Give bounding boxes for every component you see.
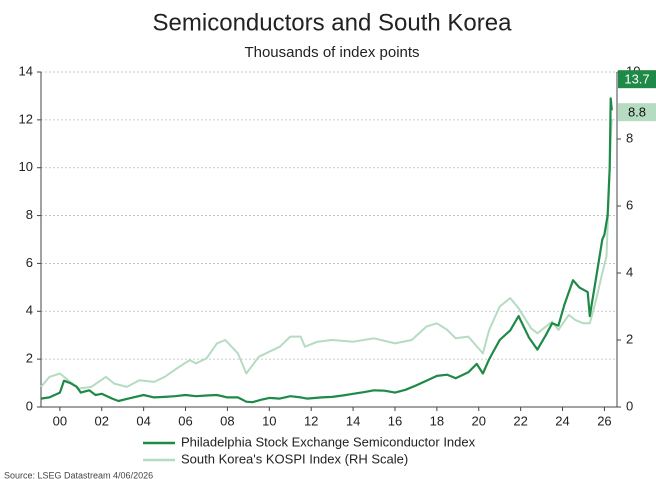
end-label: 8.8 [628, 105, 646, 120]
y-tick-label: 12 [19, 111, 33, 126]
y-tick-label: 4 [26, 303, 33, 318]
y2-tick-label: 2 [626, 331, 633, 346]
x-tick-label: 08 [220, 413, 234, 428]
x-tick-label: 20 [472, 413, 486, 428]
series-line [40, 97, 613, 404]
y-tick-label: 8 [26, 207, 33, 222]
y-tick-label: 0 [26, 398, 33, 413]
x-tick-label: 16 [388, 413, 402, 428]
legend-label: Philadelphia Stock Exchange Semiconducto… [181, 434, 476, 449]
y2-tick-label: 8 [626, 130, 633, 145]
x-tick-label: 06 [178, 413, 192, 428]
y-tick-label: 10 [19, 159, 33, 174]
x-tick-label: 10 [262, 413, 276, 428]
x-tick-label: 14 [346, 413, 360, 428]
source: Source: LSEG Datastream 4/06/2026 [4, 470, 153, 479]
x-tick-label: 24 [555, 413, 569, 428]
series-line [40, 118, 613, 390]
end-badge [618, 103, 656, 122]
y2-tick-label: 0 [626, 398, 633, 413]
end-label: 13.7 [624, 72, 649, 87]
x-tick-label: 12 [304, 413, 318, 428]
y2-tick-label: 6 [626, 197, 633, 212]
legend-label: South Korea's KOSPI Index (RH Scale) [181, 451, 408, 466]
chart-title: Semiconductors and South Korea [153, 9, 513, 36]
y-tick-label: 6 [26, 255, 33, 270]
x-tick-label: 04 [136, 413, 150, 428]
chart-subtitle: Thousands of index points [244, 44, 419, 61]
y-tick-label: 14 [19, 63, 33, 78]
y-tick-label: 2 [26, 351, 33, 366]
end-badge [618, 70, 656, 89]
x-tick-label: 00 [53, 413, 67, 428]
x-tick-label: 22 [513, 413, 527, 428]
x-tick-label: 26 [597, 413, 611, 428]
y2-tick-label: 4 [626, 264, 633, 279]
x-tick-label: 18 [430, 413, 444, 428]
x-tick-label: 02 [95, 413, 109, 428]
